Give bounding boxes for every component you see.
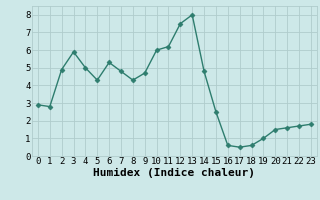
- X-axis label: Humidex (Indice chaleur): Humidex (Indice chaleur): [93, 168, 255, 178]
